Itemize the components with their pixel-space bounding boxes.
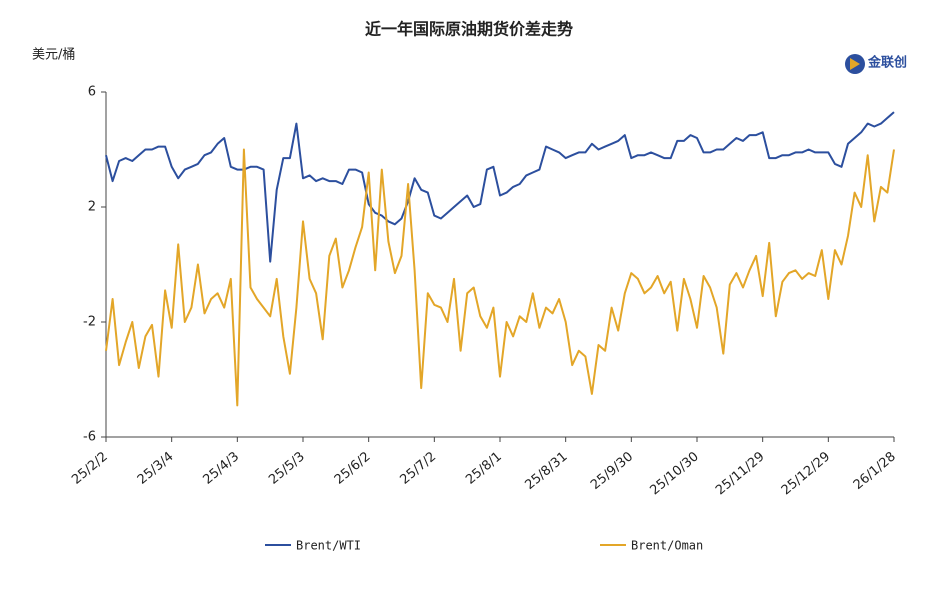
legend-label: Brent/WTI	[296, 539, 361, 553]
x-tick-label: 25/8/31	[522, 449, 570, 493]
x-tick-label: 25/4/3	[200, 449, 242, 487]
line-series	[105, 111, 895, 263]
y-tick-label: -6	[83, 430, 96, 445]
y-tick-label: -2	[83, 315, 96, 330]
x-tick-label: 25/8/1	[463, 449, 505, 487]
y-tick-label: 2	[88, 200, 96, 215]
logo-text: 金联创	[867, 55, 907, 71]
y-axis-label: 美元/桶	[32, 48, 75, 63]
legend-label: Brent/Oman	[631, 539, 703, 553]
x-tick-label: 25/3/4	[135, 449, 177, 487]
x-tick-label: 25/2/2	[69, 449, 111, 487]
logo: 金联创	[845, 54, 907, 74]
x-tick-label: 25/10/30	[647, 449, 701, 498]
x-tick-label: 25/7/2	[397, 449, 439, 487]
x-tick-label: 26/1/28	[851, 449, 899, 493]
x-tick-label: 25/12/29	[779, 449, 833, 498]
x-tick-label: 25/5/3	[266, 449, 308, 487]
x-tick-label: 25/11/29	[713, 449, 767, 498]
x-tick-label: 25/9/30	[588, 449, 636, 493]
x-tick-label: 25/6/2	[332, 449, 374, 487]
chart-title: 近一年国际原油期货价差走势	[365, 20, 573, 39]
y-tick-label: 6	[88, 85, 96, 100]
logo-icon-inner	[850, 58, 860, 70]
line-series	[105, 148, 895, 407]
